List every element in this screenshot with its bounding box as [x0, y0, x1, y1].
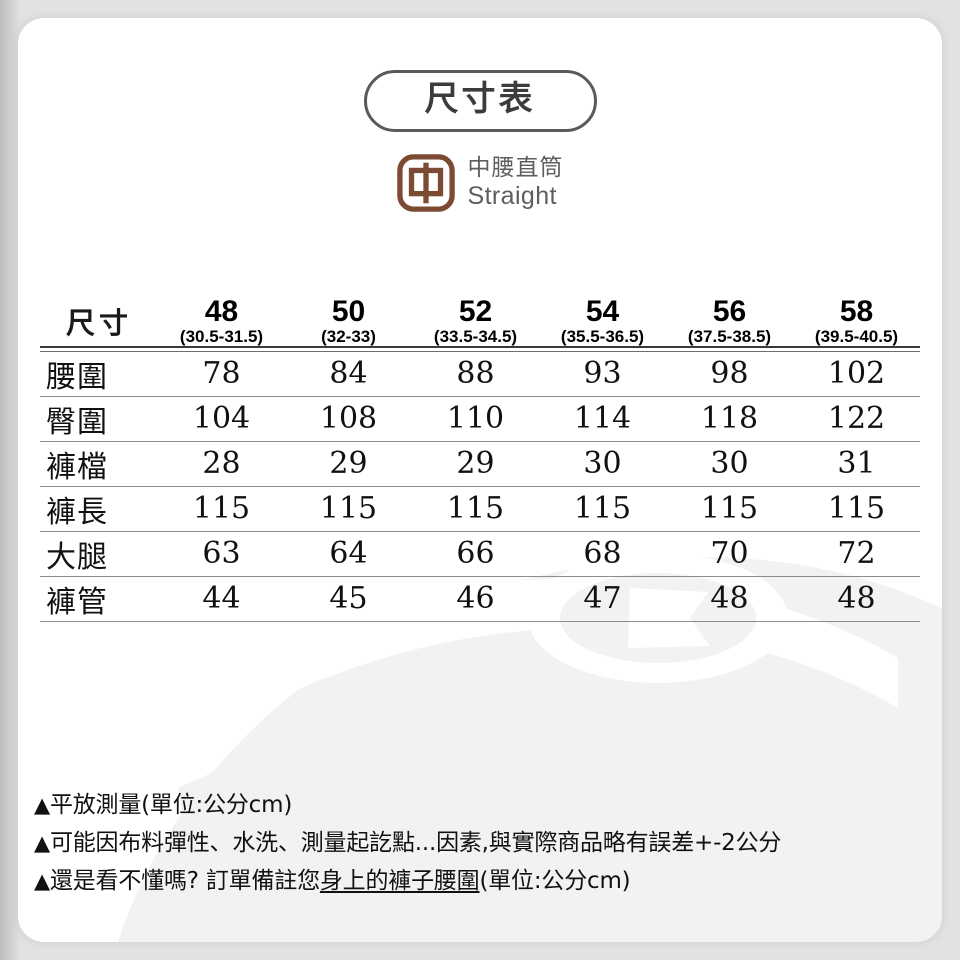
cell: 122	[793, 396, 920, 442]
row-label: 褲檔	[40, 441, 158, 487]
cell: 84	[285, 351, 412, 397]
cell: 48	[666, 576, 793, 622]
cell: 29	[285, 441, 412, 487]
table-row: 大腿 63 64 66 68 70 72	[40, 531, 920, 577]
table-row: 褲管 44 45 46 47 48 48	[40, 576, 920, 622]
cell: 63	[158, 531, 285, 577]
cell: 44	[158, 576, 285, 622]
zhong-logo-icon	[396, 154, 455, 212]
row-label: 腰圍	[40, 351, 158, 397]
header-size: 54	[585, 295, 620, 328]
size-table-container: 尺寸 48 (30.5-31.5) 50 (32-33) 52 (33.5-34…	[40, 296, 920, 622]
note-help-emphasis: 身上的褲子腰圍	[319, 868, 480, 895]
triangle-bullet-icon: ▲	[34, 831, 50, 856]
note-measurement-text: 平放測量(單位:公分cm)	[49, 792, 293, 818]
cell: 47	[539, 576, 666, 622]
header-size: 50	[331, 295, 366, 328]
cell: 115	[412, 486, 539, 532]
header-col-54: 54 (35.5-36.5)	[539, 296, 666, 347]
header-col-52: 52 (33.5-34.5)	[412, 296, 539, 347]
header-col-56: 56 (37.5-38.5)	[666, 296, 793, 347]
header-label: 尺寸	[65, 306, 132, 341]
header-divider-cell	[40, 346, 920, 352]
header-col-50: 50 (32-33)	[285, 296, 412, 347]
header-size: 56	[712, 295, 747, 328]
size-table: 尺寸 48 (30.5-31.5) 50 (32-33) 52 (33.5-34…	[40, 296, 920, 622]
page-title-pill: 尺寸表	[363, 70, 597, 132]
note-tolerance: ▲可能因布料彈性、水洗、測量起訖點...因素,與實際商品略有誤差+-2公分	[34, 824, 934, 862]
cell: 115	[539, 486, 666, 532]
header-range: (32-33)	[321, 326, 376, 346]
size-table-head: 尺寸 48 (30.5-31.5) 50 (32-33) 52 (33.5-34…	[40, 296, 920, 347]
header-range: (35.5-36.5)	[560, 326, 645, 346]
header-size: 48	[204, 295, 239, 328]
cell: 115	[285, 486, 412, 532]
cell: 115	[666, 486, 793, 532]
notes-block: ▲平放測量(單位:公分cm) ▲可能因布料彈性、水洗、測量起訖點...因素,與實…	[34, 786, 934, 901]
cell: 48	[793, 576, 920, 622]
header-size: 58	[839, 295, 874, 328]
cell: 98	[666, 351, 793, 397]
row-label: 褲管	[40, 576, 158, 622]
cell: 30	[666, 441, 793, 487]
note-measurement: ▲平放測量(單位:公分cm)	[34, 786, 934, 824]
cell: 28	[158, 441, 285, 487]
cell: 102	[793, 351, 920, 397]
triangle-bullet-icon: ▲	[34, 869, 50, 894]
cell: 30	[539, 441, 666, 487]
triangle-bullet-icon: ▲	[34, 793, 50, 817]
header-range: (33.5-34.5)	[433, 326, 518, 346]
size-chart-card: 尺寸表 中腰直筒 Straight 尺寸 48	[18, 18, 942, 942]
row-label: 大腿	[40, 531, 158, 577]
cell: 118	[666, 396, 793, 442]
header-col-48: 48 (30.5-31.5)	[158, 296, 285, 347]
header-range: (30.5-31.5)	[179, 326, 264, 346]
cell: 66	[412, 531, 539, 577]
cell: 114	[539, 396, 666, 442]
fit-type-cn: 中腰直筒	[467, 155, 564, 182]
row-label: 臀圍	[40, 396, 158, 442]
cell: 108	[285, 396, 412, 442]
cell: 31	[793, 441, 920, 487]
table-row: 腰圍 78 84 88 93 98 102	[40, 351, 920, 397]
fit-type-text: 中腰直筒 Straight	[467, 155, 564, 210]
cell: 45	[285, 576, 412, 622]
header-range: (37.5-38.5)	[687, 326, 772, 346]
header-range: (39.5-40.5)	[814, 326, 899, 346]
cell: 46	[412, 576, 539, 622]
header-divider	[40, 346, 920, 352]
fit-type-block: 中腰直筒 Straight	[18, 154, 942, 212]
cell: 104	[158, 396, 285, 442]
cell: 88	[412, 351, 539, 397]
table-row: 臀圍 104 108 110 114 118 122	[40, 396, 920, 442]
size-table-body: 腰圍 78 84 88 93 98 102 臀圍 104 108 110 114…	[40, 346, 920, 622]
title-container: 尺寸表	[18, 70, 942, 132]
cell: 70	[666, 531, 793, 577]
cell: 72	[793, 531, 920, 577]
header-row: 尺寸 48 (30.5-31.5) 50 (32-33) 52 (33.5-34…	[40, 296, 920, 347]
cell: 115	[793, 486, 920, 532]
note-help-suffix: (單位:公分cm)	[479, 868, 631, 895]
row-label: 褲長	[40, 486, 158, 532]
cell: 78	[158, 351, 285, 397]
cell: 115	[158, 486, 285, 532]
note-help-prefix: 還是看不懂嗎? 訂單備註您	[49, 868, 320, 895]
fit-type-en: Straight	[467, 181, 557, 210]
page-title: 尺寸表	[424, 79, 536, 119]
header-col-58: 58 (39.5-40.5)	[793, 296, 920, 347]
table-row: 褲檔 28 29 29 30 30 31	[40, 441, 920, 487]
cell: 93	[539, 351, 666, 397]
cell: 29	[412, 441, 539, 487]
note-tolerance-text: 可能因布料彈性、水洗、測量起訖點...因素,與實際商品略有誤差+-2公分	[49, 830, 782, 857]
header-size: 52	[458, 295, 493, 328]
note-help: ▲還是看不懂嗎? 訂單備註您身上的褲子腰圍(單位:公分cm)	[34, 862, 934, 900]
table-row: 褲長 115 115 115 115 115 115	[40, 486, 920, 532]
cell: 68	[539, 531, 666, 577]
cell: 110	[412, 396, 539, 442]
cell: 64	[285, 531, 412, 577]
